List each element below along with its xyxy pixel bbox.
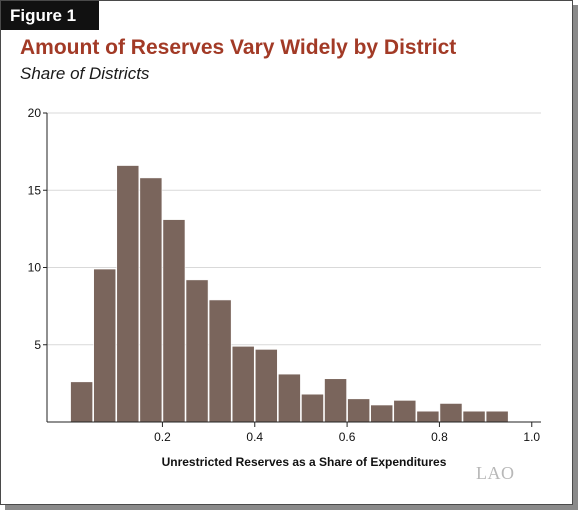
lao-logo: LAO xyxy=(476,463,515,483)
x-tick-label: 0.4 xyxy=(246,430,263,444)
histogram-bar xyxy=(185,279,209,423)
figure-label: Figure 1 xyxy=(1,1,99,30)
histogram-bar xyxy=(416,410,440,423)
x-tick-label: 1.0 xyxy=(523,430,540,444)
histogram-bar xyxy=(347,398,370,423)
y-tick-label: 10 xyxy=(28,261,42,275)
histogram-bar xyxy=(139,177,163,423)
histogram-bar xyxy=(439,403,463,423)
histogram-bar xyxy=(278,373,301,423)
chart-title: Amount of Reserves Vary Widely by Distri… xyxy=(20,36,457,59)
y-tick-label: 5 xyxy=(34,338,41,352)
x-tick-label: 0.2 xyxy=(154,430,171,444)
y-tick-label: 15 xyxy=(28,183,42,197)
histogram-bar xyxy=(162,219,186,423)
histogram-bar xyxy=(93,268,117,423)
x-axis-label: Unrestricted Reserves as a Share of Expe… xyxy=(162,455,447,469)
histogram-bar xyxy=(231,345,255,423)
histogram-bar xyxy=(324,378,347,423)
histogram-bar xyxy=(70,381,93,423)
histogram-bar xyxy=(370,404,394,423)
x-tick-label: 0.8 xyxy=(431,430,448,444)
x-tick-label: 0.6 xyxy=(339,430,356,444)
histogram-bar xyxy=(393,400,417,423)
histogram-bar xyxy=(116,165,140,423)
histogram-bar xyxy=(208,299,232,423)
axes xyxy=(43,112,541,427)
histogram-bar xyxy=(462,410,486,423)
y-tick-label: 20 xyxy=(28,106,42,120)
histogram-bar xyxy=(301,393,324,423)
histogram-bar xyxy=(485,410,509,423)
chart-subtitle: Share of Districts xyxy=(20,64,150,83)
bars xyxy=(70,165,509,423)
histogram-bar xyxy=(254,349,278,423)
tick-labels: 5 10 15 20 0.2 0.4 0.6 0.8 1.0 xyxy=(28,106,541,444)
